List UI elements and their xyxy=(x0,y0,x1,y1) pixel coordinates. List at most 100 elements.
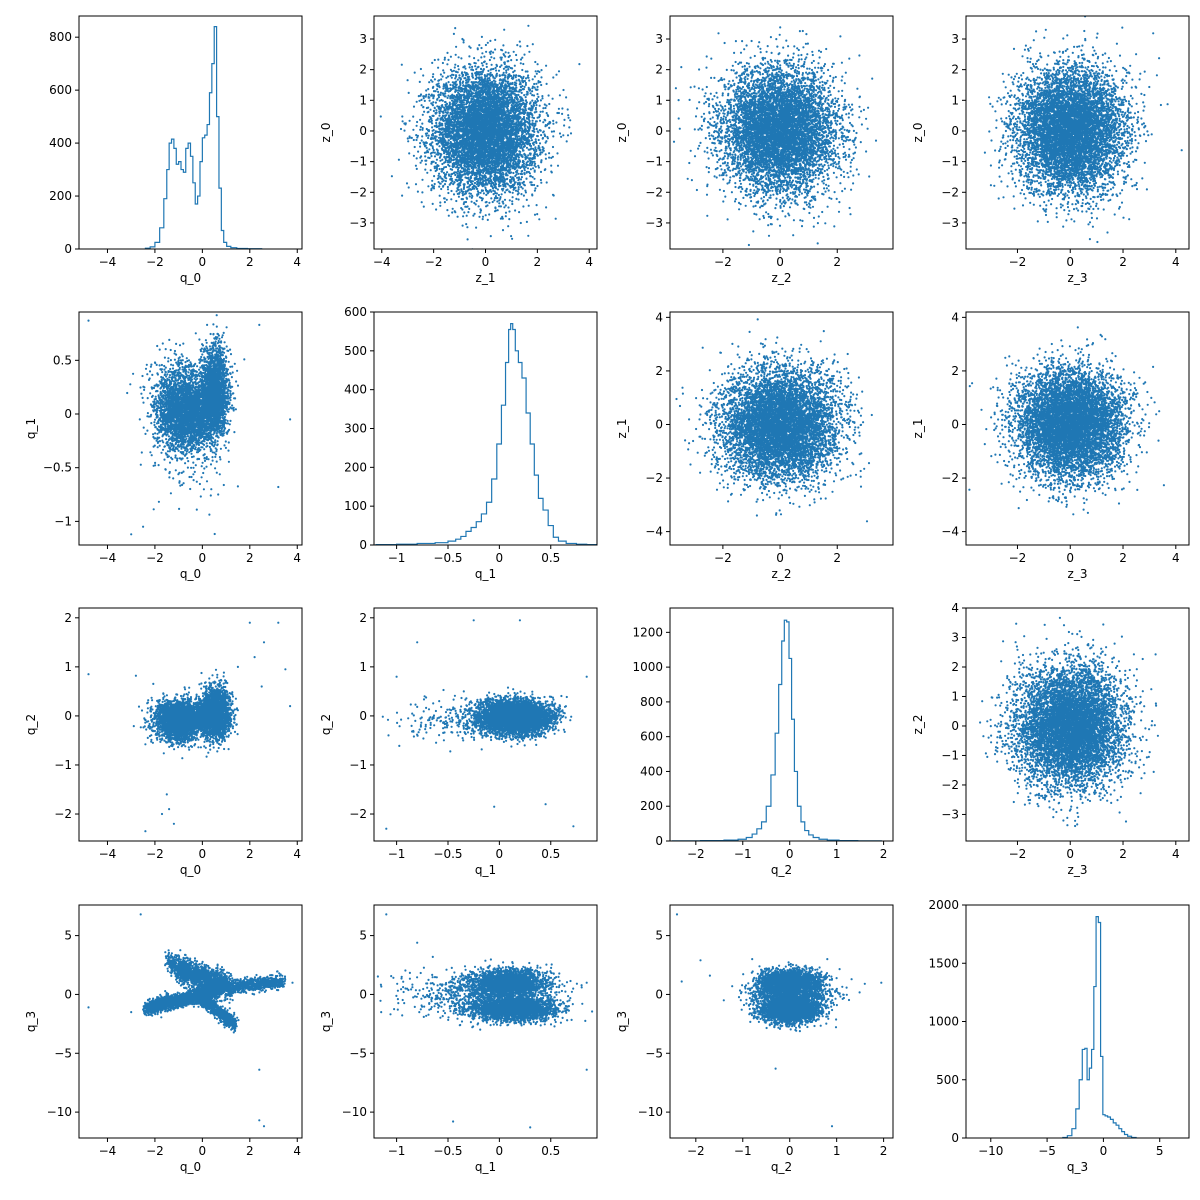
x-tick-label: −1 xyxy=(388,847,406,861)
x-tick-label: 0 xyxy=(199,551,207,565)
y-tick-label: 0 xyxy=(951,1131,959,1145)
y-axis-label: z_2 xyxy=(911,715,925,735)
y-tick-label: −2 xyxy=(645,471,663,485)
y-tick-label: 0 xyxy=(951,124,959,138)
y-tick-label: 4 xyxy=(655,310,663,324)
y-tick-label: −10 xyxy=(342,1105,367,1119)
y-tick-label: 200 xyxy=(49,189,72,203)
y-tick-label: 800 xyxy=(49,30,72,44)
y-tick-label: −2 xyxy=(349,807,367,821)
y-tick-label: 2 xyxy=(359,611,367,625)
x-tick-label: 2 xyxy=(1119,255,1127,269)
x-tick-label: −2 xyxy=(714,551,732,565)
x-tick-label: 2 xyxy=(246,551,254,565)
y-tick-label: 2 xyxy=(951,364,959,378)
x-tick-label: 2 xyxy=(833,255,841,269)
x-tick-label: 0 xyxy=(776,255,784,269)
y-tick-label: −2 xyxy=(349,185,367,199)
x-tick-label: 0 xyxy=(776,551,784,565)
y-tick-label: 1200 xyxy=(632,625,663,639)
x-tick-label: 4 xyxy=(293,1144,301,1158)
x-tick-label: −5 xyxy=(1038,1144,1056,1158)
x-tick-label: 2 xyxy=(246,847,254,861)
x-tick-label: 2 xyxy=(880,1144,888,1158)
x-tick-label: −2 xyxy=(1009,847,1027,861)
y-tick-label: −5 xyxy=(349,1046,367,1060)
x-tick-label: −2 xyxy=(1009,551,1027,565)
x-tick-label: −2 xyxy=(146,255,164,269)
x-axis-label: q_2 xyxy=(771,863,792,877)
y-axis-label: z_0 xyxy=(615,123,629,143)
x-axis-label: z_3 xyxy=(1068,863,1088,877)
y-tick-label: 0 xyxy=(64,709,72,723)
y-tick-label: −4 xyxy=(645,525,663,539)
x-tick-label: −2 xyxy=(146,1144,164,1158)
y-tick-label: 400 xyxy=(344,383,367,397)
x-tick-label: 1 xyxy=(833,847,841,861)
x-tick-label: −2 xyxy=(714,255,732,269)
y-tick-label: 3 xyxy=(655,32,663,46)
x-tick-label: 0 xyxy=(496,1144,504,1158)
x-tick-label: −2 xyxy=(146,551,164,565)
y-tick-label: −4 xyxy=(941,525,959,539)
x-tick-label: 4 xyxy=(293,255,301,269)
x-tick-label: 0.5 xyxy=(541,551,560,565)
x-axis-label: q_0 xyxy=(180,271,201,285)
y-tick-label: 800 xyxy=(640,695,663,709)
y-tick-label: 600 xyxy=(344,305,367,319)
x-axis-label: z_3 xyxy=(1068,271,1088,285)
x-tick-label: 0 xyxy=(199,1144,207,1158)
x-axis-label: q_1 xyxy=(475,863,496,877)
x-axis-label: q_1 xyxy=(475,1160,496,1174)
x-tick-label: 0.5 xyxy=(541,847,560,861)
x-tick-label: −1 xyxy=(734,847,752,861)
x-axis-label: z_3 xyxy=(1068,567,1088,581)
y-tick-label: −2 xyxy=(941,185,959,199)
x-tick-label: 1 xyxy=(833,1144,841,1158)
x-tick-label: −1 xyxy=(388,1144,406,1158)
y-axis-label: z_1 xyxy=(615,419,629,439)
x-tick-label: 0 xyxy=(496,847,504,861)
x-tick-label: −2 xyxy=(146,847,164,861)
y-tick-label: 0 xyxy=(359,709,367,723)
y-tick-label: −1 xyxy=(54,758,72,772)
y-tick-label: −5 xyxy=(54,1046,72,1060)
x-tick-label: 5 xyxy=(1156,1144,1164,1158)
y-axis-label: z_0 xyxy=(911,123,925,143)
y-tick-label: 1000 xyxy=(632,660,663,674)
x-axis-label: z_2 xyxy=(772,567,792,581)
y-tick-label: −1 xyxy=(645,155,663,169)
x-tick-label: 0.5 xyxy=(541,1144,560,1158)
y-tick-label: 4 xyxy=(951,310,959,324)
y-tick-label: −1 xyxy=(349,155,367,169)
y-tick-label: −1 xyxy=(941,155,959,169)
x-tick-label: −0.5 xyxy=(433,551,462,565)
y-tick-label: 0 xyxy=(655,124,663,138)
y-tick-label: 0 xyxy=(359,124,367,138)
x-axis-label: q_0 xyxy=(180,1160,201,1174)
y-tick-label: 0 xyxy=(655,417,663,431)
y-tick-label: 2 xyxy=(655,63,663,77)
x-tick-label: −4 xyxy=(99,1144,117,1158)
y-tick-label: 0 xyxy=(64,407,72,421)
x-tick-label: 2 xyxy=(833,551,841,565)
y-tick-label: −10 xyxy=(638,1105,663,1119)
y-tick-label: 3 xyxy=(951,630,959,644)
x-tick-label: 2 xyxy=(1119,551,1127,565)
x-tick-label: 0 xyxy=(482,255,490,269)
x-tick-label: 2 xyxy=(1119,847,1127,861)
y-tick-label: 400 xyxy=(640,764,663,778)
y-tick-label: 5 xyxy=(655,929,663,943)
x-axis-label: q_2 xyxy=(771,1160,792,1174)
y-tick-label: 0 xyxy=(951,417,959,431)
x-tick-label: 4 xyxy=(293,847,301,861)
y-tick-label: 4 xyxy=(951,601,959,615)
y-tick-label: 5 xyxy=(64,929,72,943)
x-tick-label: 2 xyxy=(246,1144,254,1158)
y-tick-label: 0 xyxy=(655,987,663,1001)
y-tick-label: 1 xyxy=(64,660,72,674)
y-tick-label: 600 xyxy=(49,83,72,97)
y-tick-label: 1 xyxy=(359,93,367,107)
y-tick-label: 400 xyxy=(49,136,72,150)
